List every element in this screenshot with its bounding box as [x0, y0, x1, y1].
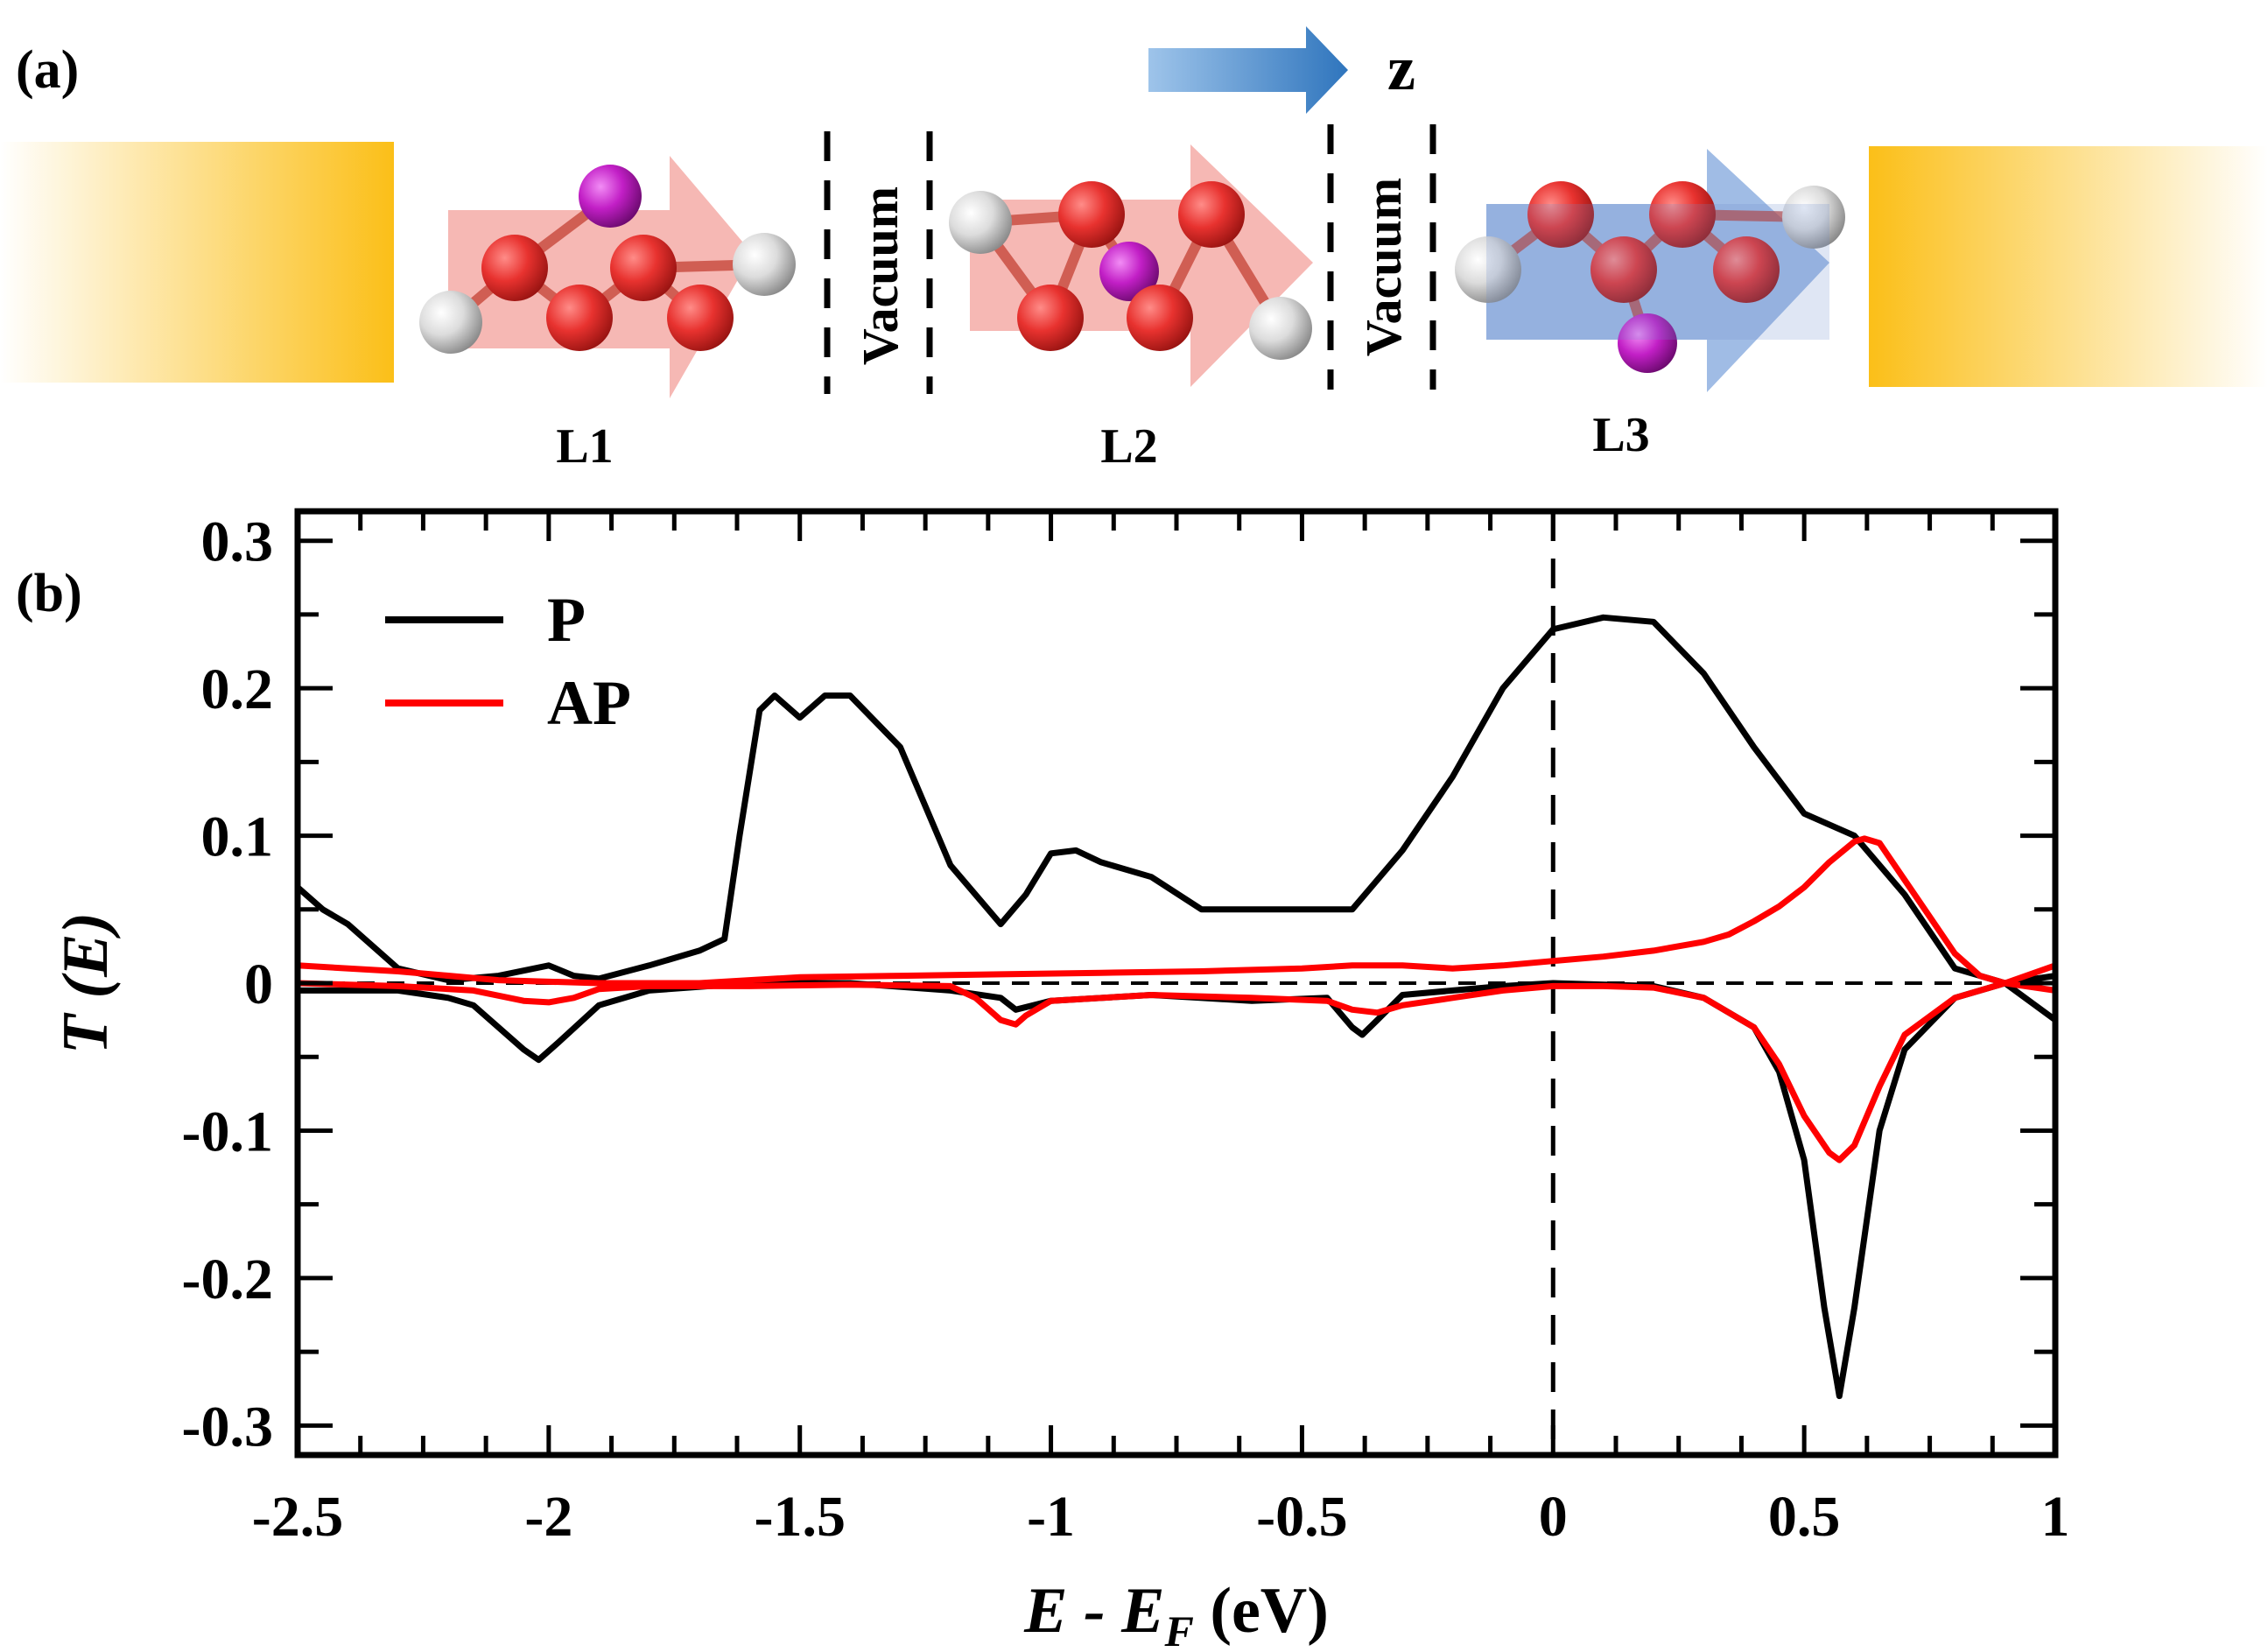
z-arrow-icon — [1148, 26, 1348, 114]
x-axis-label-sub: F — [1163, 1606, 1193, 1652]
legend-label: P — [547, 585, 586, 655]
y-tick-label: 0.2 — [201, 657, 274, 721]
x-axis-label-unit: (eV) — [1194, 1575, 1329, 1647]
atom-white — [733, 233, 796, 296]
x-tick-label: -0.5 — [1256, 1485, 1347, 1549]
series-line-1 — [294, 973, 2059, 1400]
legend-label: AP — [547, 668, 631, 738]
legend: P AP — [385, 585, 631, 738]
transmission-chart: -2.5 -2 -1.5 -1 -0.5 0 0.5 1 -0.3 -0.2 -0.1 0 0.1 0.… — [50, 508, 2070, 1652]
molecule-l2 — [949, 181, 1312, 360]
atom-red — [667, 285, 734, 351]
atom-red — [1127, 285, 1193, 351]
atom-red — [610, 235, 677, 301]
atom-red — [546, 285, 613, 351]
atom-red — [1178, 181, 1245, 248]
layer-l2-label: L2 — [1100, 419, 1157, 474]
atom-white — [419, 291, 482, 354]
atom-red — [1527, 181, 1594, 248]
atom-white — [1455, 236, 1521, 303]
atom-red — [1713, 236, 1780, 303]
panel-a: (a) z — [0, 26, 2268, 474]
left-electrode — [0, 142, 394, 383]
y-tick-label: 0.1 — [201, 805, 274, 869]
molecule-l3 — [1455, 181, 1845, 373]
layer-l1-label: L1 — [556, 419, 613, 474]
molecule-l1 — [419, 165, 796, 354]
series-line-0 — [294, 614, 2059, 1023]
x-tick-label: -1 — [1027, 1485, 1075, 1549]
atom-magenta — [1618, 313, 1677, 373]
x-tick-label: 0.5 — [1768, 1485, 1841, 1549]
atom-magenta — [1099, 242, 1159, 301]
atom-red — [481, 235, 548, 301]
x-tick-label: -2 — [524, 1485, 572, 1549]
right-electrode — [1869, 146, 2268, 387]
atom-white — [1249, 297, 1312, 360]
panel-a-label: (a) — [16, 40, 79, 100]
y-tick-label: -0.1 — [182, 1100, 273, 1163]
l3-overlay — [1486, 204, 1829, 340]
y-tick-label: 0 — [244, 953, 273, 1016]
x-axis-label: E - EF (eV) — [1023, 1575, 1329, 1652]
atom-magenta — [579, 165, 642, 228]
z-direction-arrow: z — [1148, 26, 1415, 114]
x-tick-labels: -2.5 -2 -1.5 -1 -0.5 0 0.5 1 — [252, 1485, 2070, 1549]
atom-red — [1017, 285, 1084, 351]
x-tick-label: 1 — [2041, 1485, 2070, 1549]
x-tick-label: -1.5 — [754, 1485, 845, 1549]
panel-b: (b) -2.5 -2 -1.5 -1 -0.5 0 0.5 1 -0.3 -0.2 -0.1 0 0… — [16, 508, 2070, 1652]
x-axis-label-main: E - E — [1023, 1575, 1164, 1647]
axis-ticks — [295, 511, 2058, 1455]
vacuum-label-2: Vacuum — [1355, 178, 1412, 356]
x-tick-label: 0 — [1539, 1485, 1568, 1549]
atom-red — [1649, 181, 1716, 248]
y-tick-label: -0.3 — [182, 1395, 273, 1459]
vacuum-dividers — [824, 124, 1436, 394]
z-axis-label: z — [1387, 33, 1415, 103]
layer-l3-label: L3 — [1592, 408, 1649, 462]
vacuum-label-1: Vacuum — [852, 186, 909, 365]
series-line-2 — [294, 835, 2059, 987]
y-tick-labels: -0.3 -0.2 -0.1 0 0.1 0.2 0.3 — [182, 510, 273, 1459]
panel-b-label: (b) — [16, 564, 82, 623]
y-tick-label: -0.2 — [182, 1248, 273, 1311]
y-axis-label: T (E) — [50, 912, 122, 1054]
atom-white — [1782, 186, 1845, 249]
series-layer — [294, 614, 2059, 1400]
series-line-3 — [294, 980, 2059, 1163]
atom-red — [1590, 236, 1657, 303]
x-tick-label: -2.5 — [252, 1485, 343, 1549]
atom-red — [1058, 181, 1125, 248]
reference-lines — [298, 511, 2055, 1455]
atom-white — [949, 191, 1012, 254]
plot-frame — [294, 508, 2059, 1459]
y-tick-label: 0.3 — [201, 510, 274, 574]
